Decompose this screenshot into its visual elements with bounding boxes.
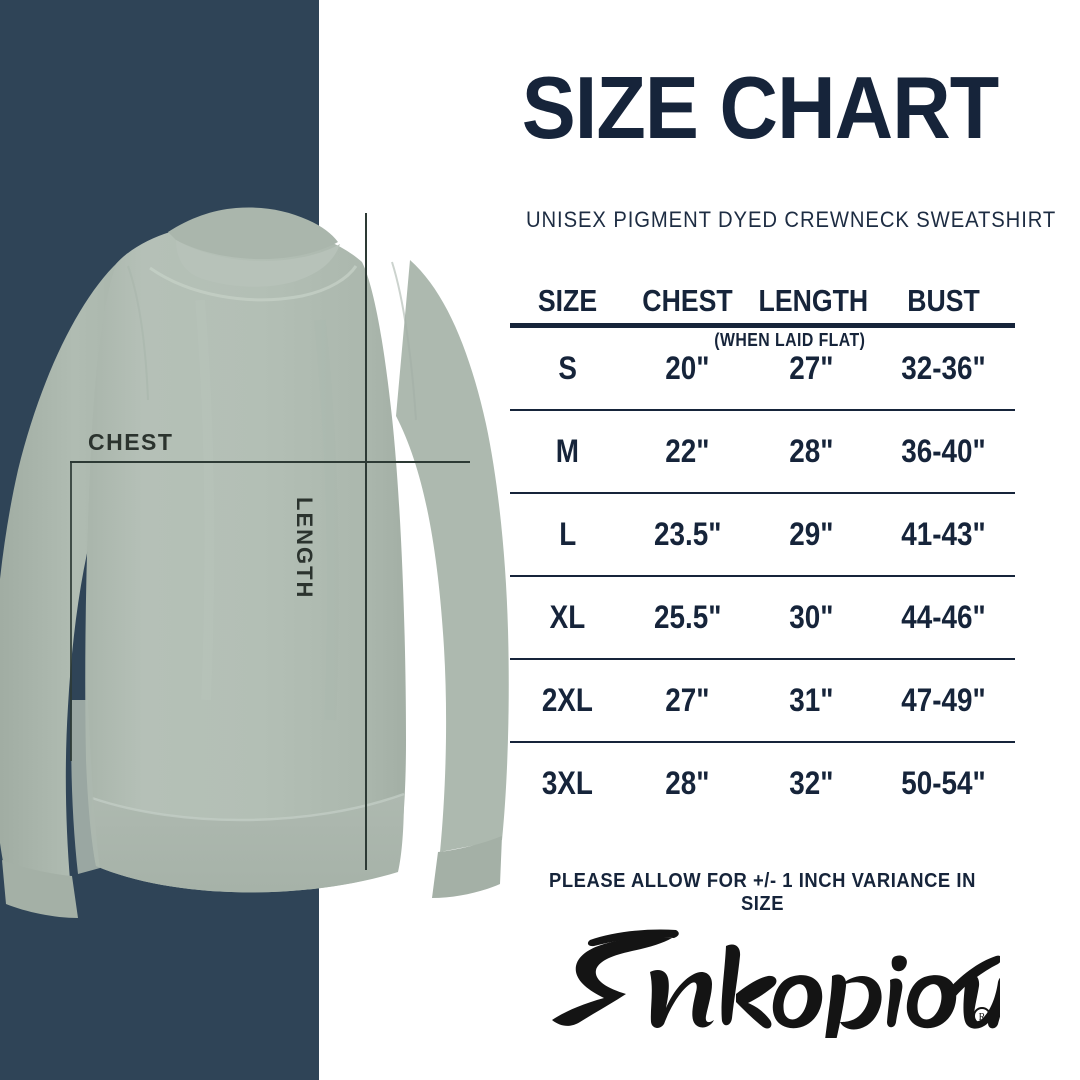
column-header-bust: BUST xyxy=(907,283,980,318)
cell-chest: 27" xyxy=(665,682,710,718)
length-measure-line xyxy=(365,213,367,870)
chest-measure-label: CHEST xyxy=(88,429,174,455)
column-header-chest: CHEST xyxy=(642,283,733,318)
cell-size: S xyxy=(558,350,577,386)
table-row: M 22" 28" 36-40" xyxy=(510,410,1015,493)
svg-text:R: R xyxy=(979,1012,986,1023)
cell-chest: 25.5" xyxy=(653,599,722,635)
page-title: SIZE CHART xyxy=(521,58,999,157)
length-measure-label: LENGTH xyxy=(292,497,317,600)
garment-photo: CHEST LENGTH xyxy=(0,207,509,918)
cell-size: 2XL xyxy=(541,682,594,718)
cell-bust: 50-54" xyxy=(901,765,986,801)
cell-bust: 36-40" xyxy=(901,433,986,469)
page-subtitle: UNISEX PIGMENT DYED CREWNECK SWEATSHIRT xyxy=(526,207,1057,232)
table-row: 3XL 28" 32" 50-54" xyxy=(510,742,1015,824)
inkopious-wordmark-icon: R xyxy=(552,929,1000,1038)
column-header-size: SIZE xyxy=(537,283,598,318)
chest-measure-line xyxy=(70,461,470,463)
variance-disclaimer: PLEASE ALLOW FOR +/- 1 INCH VARIANCE IN … xyxy=(549,870,976,915)
table-row: XL 25.5" 30" 44-46" xyxy=(510,576,1015,659)
cell-length: 29" xyxy=(788,516,834,552)
table-row: S 20" 27" 32-36" xyxy=(510,325,1015,411)
cell-length: 32" xyxy=(788,765,834,801)
cell-chest: 23.5" xyxy=(653,516,722,552)
column-header-length: LENGTH xyxy=(758,283,869,318)
cell-length: 31" xyxy=(788,682,834,718)
cell-chest: 28" xyxy=(665,765,710,801)
brand-logo: R xyxy=(530,928,1000,1038)
cell-bust: 32-36" xyxy=(901,350,986,386)
chart-panel: SIZE CHART UNISEX PIGMENT DYED CREWNECK … xyxy=(500,0,1080,1080)
cell-bust: 41-43" xyxy=(901,516,986,552)
cell-chest: 22" xyxy=(665,433,710,469)
table-row: 2XL 27" 31" 47-49" xyxy=(510,659,1015,742)
table-row: L 23.5" 29" 41-43" xyxy=(510,493,1015,576)
cell-length: 27" xyxy=(788,350,834,386)
chest-left-guide-line xyxy=(70,461,72,761)
cell-size: 3XL xyxy=(541,765,594,801)
cell-chest: 20" xyxy=(665,350,710,386)
sweatshirt-illustration xyxy=(0,207,509,918)
size-table-container: SIZE CHEST LENGTH BUST S 20" 27" 32-36" M 22"… xyxy=(510,283,1015,824)
chest-note: (WHEN LAID FLAT) xyxy=(713,330,866,350)
cell-bust: 47-49" xyxy=(901,682,986,718)
cell-length: 30" xyxy=(788,599,834,635)
registered-trademark-icon: R xyxy=(973,1007,991,1025)
cell-bust: 44-46" xyxy=(901,599,986,635)
table-header-row: SIZE CHEST LENGTH BUST xyxy=(510,283,1015,326)
cell-size: XL xyxy=(549,599,586,635)
cell-size: M xyxy=(555,433,580,469)
cell-size: L xyxy=(558,516,576,552)
size-table: SIZE CHEST LENGTH BUST S 20" 27" 32-36" M 22"… xyxy=(510,283,1015,824)
size-table-body: S 20" 27" 32-36" M 22" 28" 36-40" L 23.5" 29" 41-43… xyxy=(510,325,1015,825)
cell-length: 28" xyxy=(788,433,834,469)
